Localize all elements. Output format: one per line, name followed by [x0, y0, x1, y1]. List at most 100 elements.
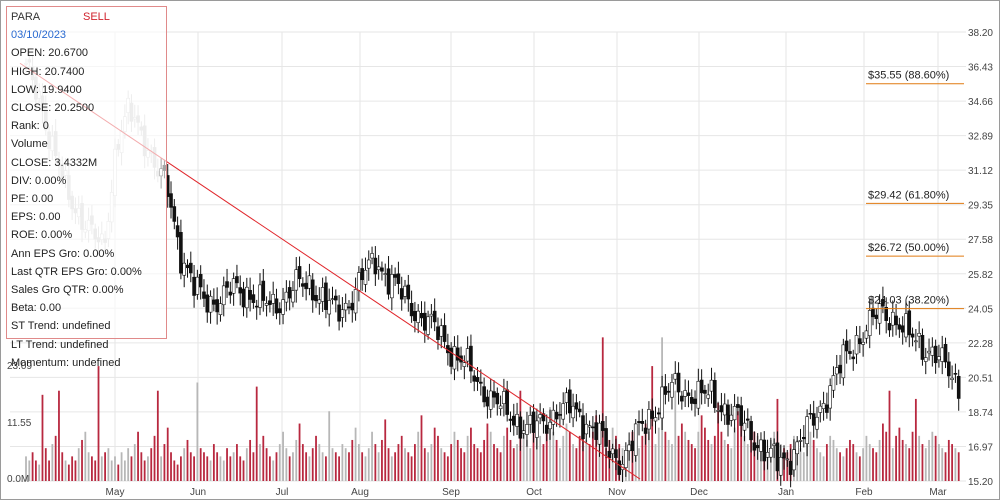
candle-body: [508, 418, 513, 421]
volume-bar: [100, 456, 103, 481]
candle-body: [541, 413, 546, 422]
volume-bar: [331, 448, 334, 481]
volume-bar: [872, 448, 874, 481]
candle-body: [633, 423, 638, 456]
volume-bar: [855, 452, 858, 481]
candle-body: [179, 232, 183, 274]
fib-level-label: $26.72 (50.00%): [868, 242, 949, 254]
volume-bar: [423, 448, 426, 481]
volume-bar: [123, 460, 126, 481]
candle-body: [439, 325, 444, 337]
candle-body: [195, 276, 200, 295]
volume-bar: [186, 439, 189, 481]
volume-bar: [802, 452, 805, 481]
candle-body: [416, 310, 420, 323]
candle-body: [271, 294, 275, 304]
volume-bar: [150, 448, 153, 481]
candle-body: [640, 421, 645, 424]
volume-bar: [390, 456, 393, 481]
volume-bar: [285, 448, 288, 481]
volume-bar: [371, 431, 373, 481]
candle-body: [182, 262, 186, 276]
month-tick-label: Dec: [690, 487, 708, 498]
candle-body: [449, 347, 453, 367]
volume-bar: [166, 427, 169, 481]
candle-body: [324, 282, 328, 310]
candle-body: [245, 286, 249, 309]
candle-body: [386, 268, 391, 295]
candle-body: [577, 408, 582, 413]
volume-bar: [835, 448, 838, 481]
price-tick-label: 31.12: [968, 166, 993, 177]
candle-body: [192, 276, 196, 296]
candle-body: [169, 193, 173, 208]
candle-body: [851, 356, 856, 360]
volume-bar: [829, 435, 832, 481]
candle-body: [811, 413, 816, 426]
candle-body: [436, 326, 440, 340]
candle-body: [538, 414, 542, 419]
candle-body: [544, 424, 549, 434]
stat-row: ST Trend: undefined: [11, 320, 111, 333]
volume-bar: [298, 423, 301, 481]
month-tick-label: Oct: [526, 487, 542, 498]
candle-body: [429, 313, 434, 317]
candle-body: [732, 406, 737, 421]
candle-body: [821, 403, 826, 410]
candle-body: [390, 274, 394, 299]
candle-body: [558, 414, 562, 416]
month-tick-label: Jul: [276, 487, 289, 498]
candle-body: [225, 281, 229, 288]
candle-body: [726, 404, 730, 425]
volume-bar: [483, 439, 486, 481]
volume-bar: [351, 439, 354, 481]
candle-body: [294, 269, 299, 291]
price-axis: 38.20 36.43 34.66 32.89 31.12 29.35 27.58 25.82…: [968, 28, 993, 488]
candle-body: [297, 266, 302, 280]
volume-bar: [239, 456, 242, 481]
volume-bar: [133, 444, 136, 481]
volume-bar: [664, 431, 667, 481]
candle-body: [769, 447, 773, 458]
volume-bar: [67, 464, 70, 481]
volume-bar: [825, 444, 828, 481]
candle-body: [877, 303, 882, 324]
volume-bar: [885, 431, 888, 481]
candle-body: [485, 396, 490, 407]
fibonacci-levels: $35.55 (88.60%) $29.42 (61.80%) $26.72 (50…: [866, 70, 964, 310]
volume-bar: [404, 448, 406, 481]
candle-body: [505, 389, 509, 415]
volume-bar: [852, 444, 855, 481]
volume-bar: [183, 448, 186, 481]
candle-body: [848, 351, 852, 354]
volume-bar: [924, 448, 927, 481]
candle-body: [528, 415, 533, 425]
candle-body: [686, 392, 691, 396]
candle-body: [680, 395, 684, 402]
volume-bar: [816, 448, 818, 481]
candle-body: [518, 416, 523, 439]
candle-body: [350, 302, 355, 311]
candle-body: [716, 410, 720, 412]
candle-body: [442, 325, 447, 342]
volume-bar: [242, 460, 245, 481]
candle-body: [802, 436, 806, 440]
volume-bar: [328, 411, 331, 481]
volume-bar: [559, 448, 561, 481]
volume-bar: [272, 460, 275, 481]
volume-bar: [473, 444, 476, 481]
volume-bar: [878, 439, 881, 481]
candle-body: [778, 457, 783, 476]
candle-body: [343, 302, 348, 311]
volume-bar: [420, 415, 423, 481]
candle-body: [357, 272, 361, 291]
candle-body: [881, 299, 885, 307]
candle-body: [376, 266, 381, 271]
volume-bar: [295, 439, 298, 481]
candle-body: [235, 276, 239, 284]
volume-bar: [680, 423, 683, 481]
candle-body: [600, 421, 605, 431]
candle-body: [759, 439, 763, 452]
volume-bar: [219, 456, 222, 481]
candle-body: [805, 416, 809, 445]
